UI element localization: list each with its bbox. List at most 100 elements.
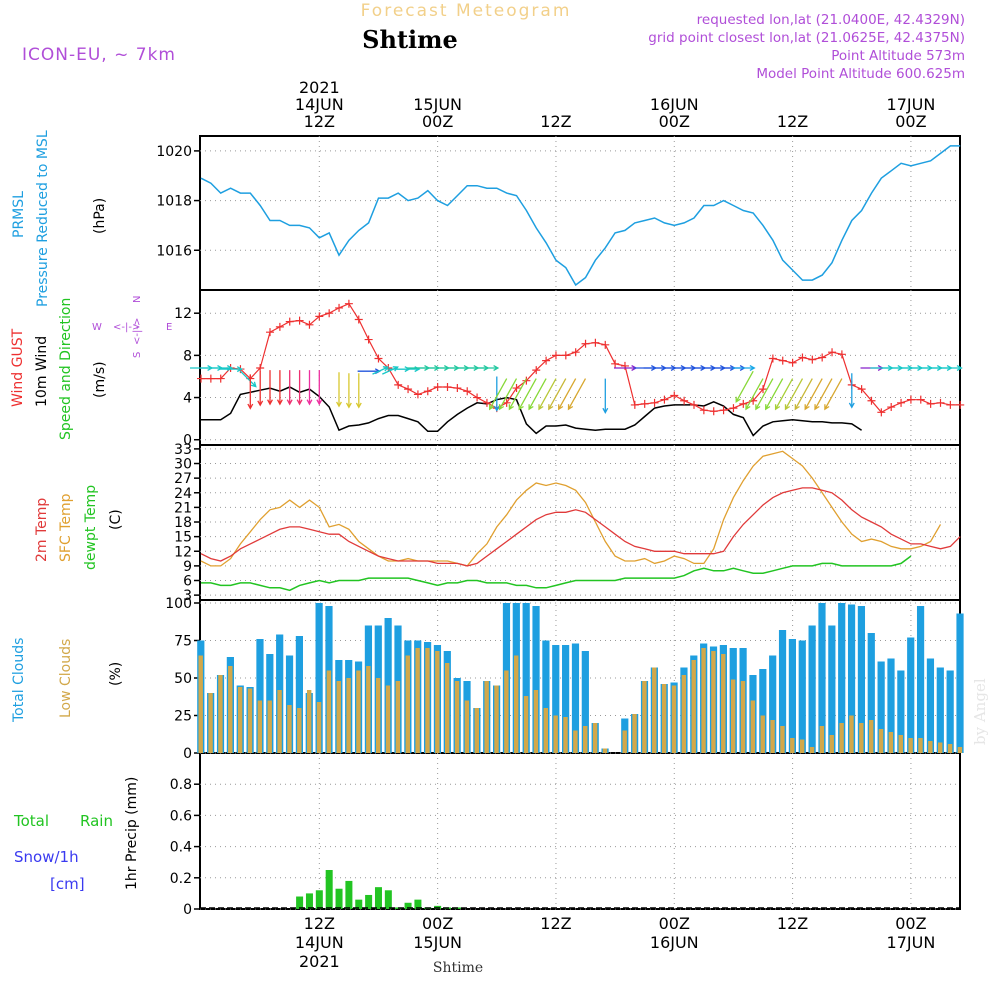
low-cloud-bar <box>947 744 953 753</box>
gust-marker <box>591 338 600 347</box>
wind-direction-arrow <box>493 376 500 412</box>
low-cloud-bar <box>898 735 903 753</box>
gust-marker <box>374 354 383 363</box>
gust-marker <box>788 358 797 367</box>
gust-marker <box>443 383 452 392</box>
low-cloud-bar <box>780 726 785 753</box>
rain-bar <box>404 902 412 909</box>
axis-tick-labels: 1016101810200481236912151821242730330255… <box>156 144 192 918</box>
y-tick-label: 33 <box>174 442 192 458</box>
y-tick-label: 1016 <box>156 243 192 259</box>
low-cloud-bar <box>681 675 687 753</box>
temp-label-sfc: SFC Temp <box>58 493 74 562</box>
compass-e: E <box>166 322 172 333</box>
low-cloud-bar <box>385 685 391 753</box>
gust-marker <box>768 354 777 363</box>
wind-direction-arrow <box>336 372 342 408</box>
rain-bar <box>374 887 382 909</box>
low-cloud-bar <box>868 720 874 753</box>
low-cloud-bar <box>691 660 696 753</box>
gust-marker <box>482 398 491 407</box>
wind-direction-arrow <box>296 370 303 406</box>
low-cloud-bar <box>306 690 312 753</box>
y-tick-label: 18 <box>174 515 192 531</box>
total-cloud-bar <box>798 640 806 753</box>
temp-unit: (C) <box>108 509 124 530</box>
wind-direction-arrow <box>848 373 855 409</box>
low-cloud-bar <box>809 747 815 753</box>
wind-direction-arrow <box>475 365 500 371</box>
pressure-label-prmsl: PRMSL <box>11 191 27 238</box>
top-hour-label: 00Z <box>422 112 453 131</box>
y-tick-label: 1018 <box>156 194 192 210</box>
gust-marker <box>759 385 768 394</box>
wind-speed-line <box>201 386 863 437</box>
pressure-label-msl: Pressure Reduced to MSL <box>35 130 51 307</box>
low-cloud-bar <box>375 678 381 753</box>
rain-bar <box>296 896 304 909</box>
total-cloud-bar <box>926 658 935 753</box>
low-cloud-bar <box>888 732 894 753</box>
total-cloud-bar <box>571 643 580 753</box>
wind-direction-arrow <box>538 378 557 411</box>
low-cloud-bar <box>514 655 519 753</box>
wind-direction-arrow <box>735 370 754 403</box>
gust-marker <box>473 393 482 402</box>
low-cloud-bar <box>297 708 302 753</box>
low-cloud-bar <box>642 681 647 753</box>
low-cloud-bar <box>287 705 292 753</box>
low-cloud-bar <box>405 655 410 753</box>
gust-marker <box>364 335 373 344</box>
y-tick-label: 1020 <box>156 144 192 160</box>
gust-marker <box>305 320 314 329</box>
low-cloud-bar <box>445 663 450 753</box>
low-cloud-bar <box>908 738 913 753</box>
low-cloud-bar <box>799 739 805 753</box>
wind-gust-line <box>201 302 961 414</box>
low-cloud-bar <box>938 742 943 753</box>
gust-marker <box>611 359 620 368</box>
gust-marker <box>206 374 215 383</box>
wind-label-10m: 10m Wind <box>34 336 50 407</box>
low-cloud-bar <box>721 654 726 753</box>
low-cloud-bar <box>494 685 499 753</box>
y-tick-label: 3 <box>183 588 192 604</box>
wind-direction-arrow <box>286 370 293 406</box>
wind-direction-arrow <box>765 378 784 411</box>
low-cloud-bar <box>366 666 371 753</box>
gust-marker <box>798 353 807 362</box>
gust-marker <box>344 299 353 308</box>
gust-marker <box>561 351 570 360</box>
low-cloud-bar <box>632 714 637 753</box>
low-cloud-bar <box>257 700 263 753</box>
bottom-hour-label: 00Z <box>659 914 690 933</box>
low-cloud-bar <box>661 684 667 753</box>
wind-direction-arrow <box>382 366 399 375</box>
y-tick-label: 12 <box>174 306 192 322</box>
gust-marker <box>542 356 551 365</box>
gust-marker <box>354 315 363 324</box>
bottom-date-label: 17JUN <box>887 933 936 952</box>
compass-w: W <box>92 322 102 333</box>
gust-marker <box>256 364 265 373</box>
bottom-year-label: 2021 <box>299 952 340 971</box>
y-tick-label: 27 <box>174 471 192 487</box>
total-cloud-bar <box>778 630 787 753</box>
low-cloud-bar <box>326 670 332 753</box>
pressure-unit: (hPa) <box>92 198 108 234</box>
rain-bar <box>345 880 353 909</box>
low-cloud-bar <box>316 702 322 753</box>
top-date-label: 15JUN <box>413 95 462 114</box>
top-date-label: 16JUN <box>650 95 699 114</box>
gust-marker <box>946 400 955 409</box>
wind-label-speed-dir: Speed and Direction <box>58 298 74 440</box>
gust-marker <box>670 391 679 400</box>
gridpoint-coords: grid point closest lon,lat (21.0625E, 42… <box>648 30 965 46</box>
total-cloud-bar <box>315 603 323 753</box>
y-tick-label: 0 <box>183 433 192 449</box>
low-cloud-bar <box>671 685 677 753</box>
total-cloud-bar <box>808 625 816 753</box>
gust-marker <box>275 322 284 331</box>
wind-direction-arrow <box>508 378 527 411</box>
